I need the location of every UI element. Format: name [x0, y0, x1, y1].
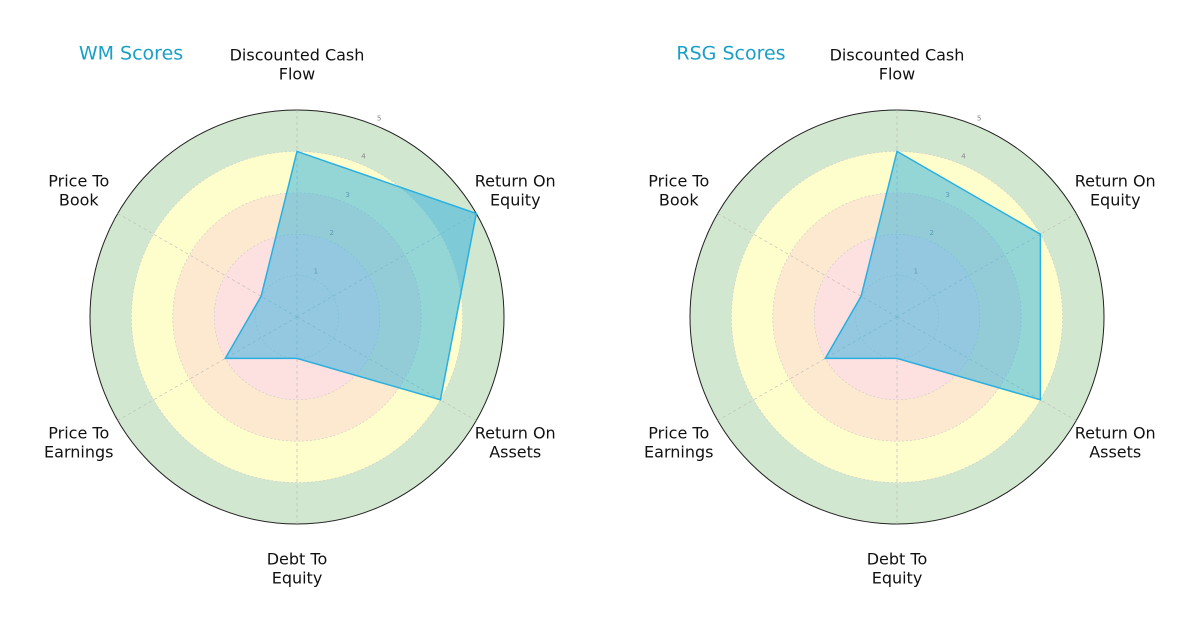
r-tick-label: 4 — [361, 153, 366, 161]
radar-chart: WM Scores12345Discounted CashFlowReturn … — [44, 43, 556, 588]
category-label: Discounted Cash Flow — [230, 45, 365, 83]
radar-chart: RSG Scores12345Discounted CashFlowReturn… — [644, 43, 1156, 588]
spoke — [717, 316, 898, 421]
chart-title: RSG Scores — [676, 43, 785, 65]
spoke — [117, 213, 298, 318]
score-area — [224, 150, 478, 401]
category-label: Price To Book — [48, 171, 109, 209]
category-label: Discounted Cash Flow — [830, 45, 965, 83]
category-label: Return On Equity — [475, 171, 556, 209]
r-tick-label: 5 — [977, 114, 981, 122]
spoke — [117, 316, 298, 421]
score-area — [824, 150, 1042, 401]
category-label: Return On Equity — [1075, 171, 1156, 209]
spoke — [717, 213, 898, 318]
category-label: Price To Earnings — [44, 423, 113, 461]
r-tick-label: 5 — [377, 114, 381, 122]
category-label: Price To Book — [648, 171, 709, 209]
category-label: Debt To Equity — [267, 549, 328, 587]
category-label: Return On Assets — [475, 423, 556, 461]
category-label: Price To Earnings — [644, 423, 713, 461]
chart-title: WM Scores — [79, 43, 183, 65]
r-tick-label: 4 — [961, 153, 966, 161]
category-label: Debt To Equity — [867, 549, 928, 587]
category-label: Return On Assets — [1075, 423, 1156, 461]
